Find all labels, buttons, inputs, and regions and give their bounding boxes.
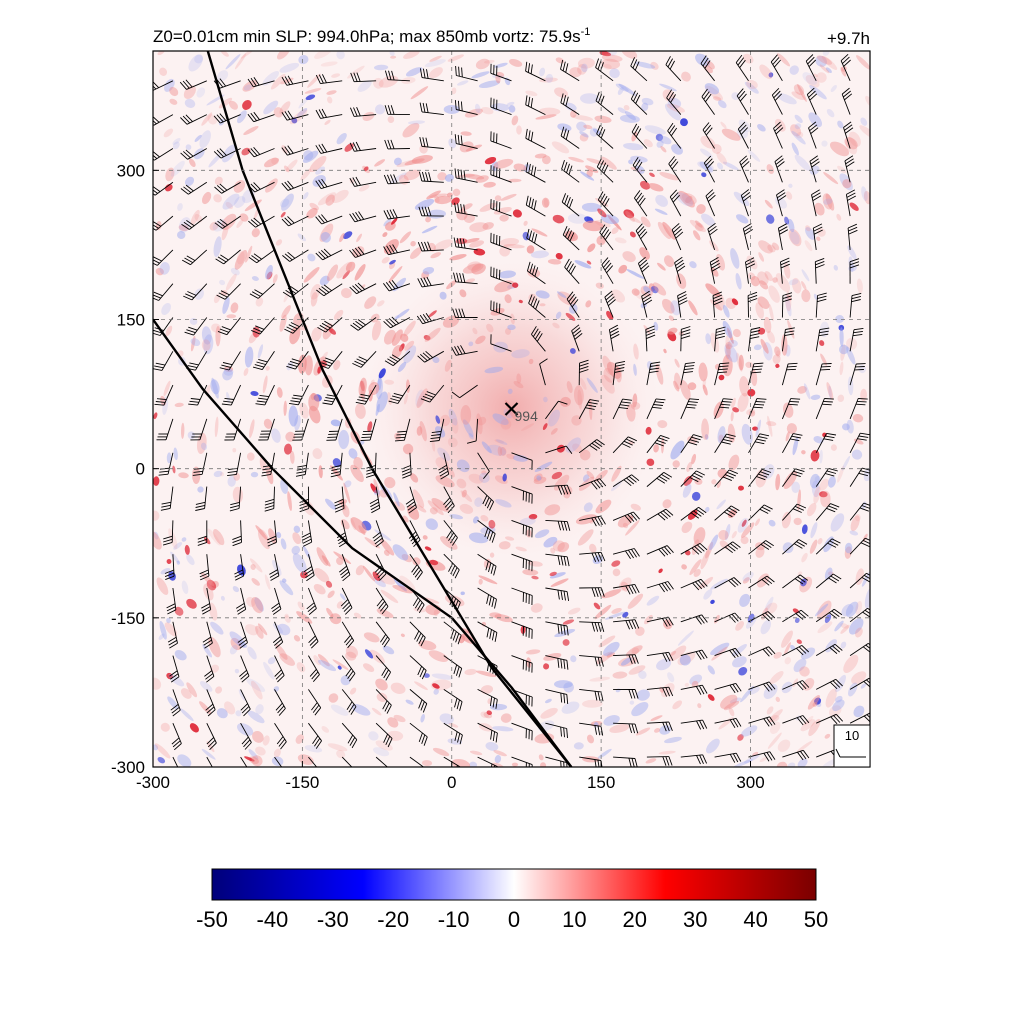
- x-axis: -300 -150 0 150 300: [136, 761, 765, 792]
- colorbar-scale: [211, 868, 817, 901]
- colorbar-tick-label: 20: [623, 907, 647, 932]
- y-tick-label: 150: [117, 311, 145, 330]
- wind-barbs: [153, 53, 870, 767]
- colorbar-tick-label: -40: [257, 907, 289, 932]
- colorbar-tick-label: 0: [508, 907, 520, 932]
- x-tick-label: 0: [447, 773, 456, 792]
- y-tick-label: -150: [111, 609, 145, 628]
- colorbar-tick-label: 40: [743, 907, 767, 932]
- colorbar-tick-label: -50: [196, 907, 228, 932]
- y-tick-label: 300: [117, 161, 145, 180]
- time-label: +9.7h: [827, 29, 870, 48]
- colorbar-tick-label: 50: [804, 907, 828, 932]
- x-tick-label: 150: [587, 773, 615, 792]
- storm-center: 994: [504, 402, 539, 424]
- coastlines: [153, 51, 573, 767]
- x-tick-label: -150: [285, 773, 319, 792]
- plot-frame: [152, 50, 871, 768]
- center-pressure-label: 994: [515, 408, 539, 424]
- center-x-mark: [504, 402, 519, 416]
- chart-title: Z0=0.01cm min SLP: 994.0hPa; max 850mb v…: [153, 26, 590, 46]
- ref-barb-label: 10: [845, 728, 859, 743]
- colorbar: -50 -40 -30 -20 -10 0 10 20 30 40 50: [196, 868, 828, 932]
- colorbar-tick-label: 10: [562, 907, 586, 932]
- colorbar-tick-label: -10: [438, 907, 470, 932]
- colorbar-ticks: -50 -40 -30 -20 -10 0 10 20 30 40 50: [196, 907, 828, 932]
- coastline-line-b: [153, 318, 573, 767]
- ref-barb-feather: [835, 748, 841, 758]
- ref-box: [833, 724, 871, 768]
- y-tick-label: -300: [111, 758, 145, 777]
- colorbar-tick-label: 30: [683, 907, 707, 932]
- y-tick-label: 0: [136, 460, 145, 479]
- x-tick-label: 300: [736, 773, 764, 792]
- plot-area: -300 -150 0 150 300 -300 -150 0 150 300 994 10: [111, 50, 871, 792]
- colorbar-tick-label: -20: [377, 907, 409, 932]
- colorbar-tick-label: -30: [317, 907, 349, 932]
- y-axis: -300 -150 0 150 300: [111, 161, 159, 777]
- wind-barb-reference: 10: [833, 724, 871, 768]
- x-tick-label: -300: [136, 773, 170, 792]
